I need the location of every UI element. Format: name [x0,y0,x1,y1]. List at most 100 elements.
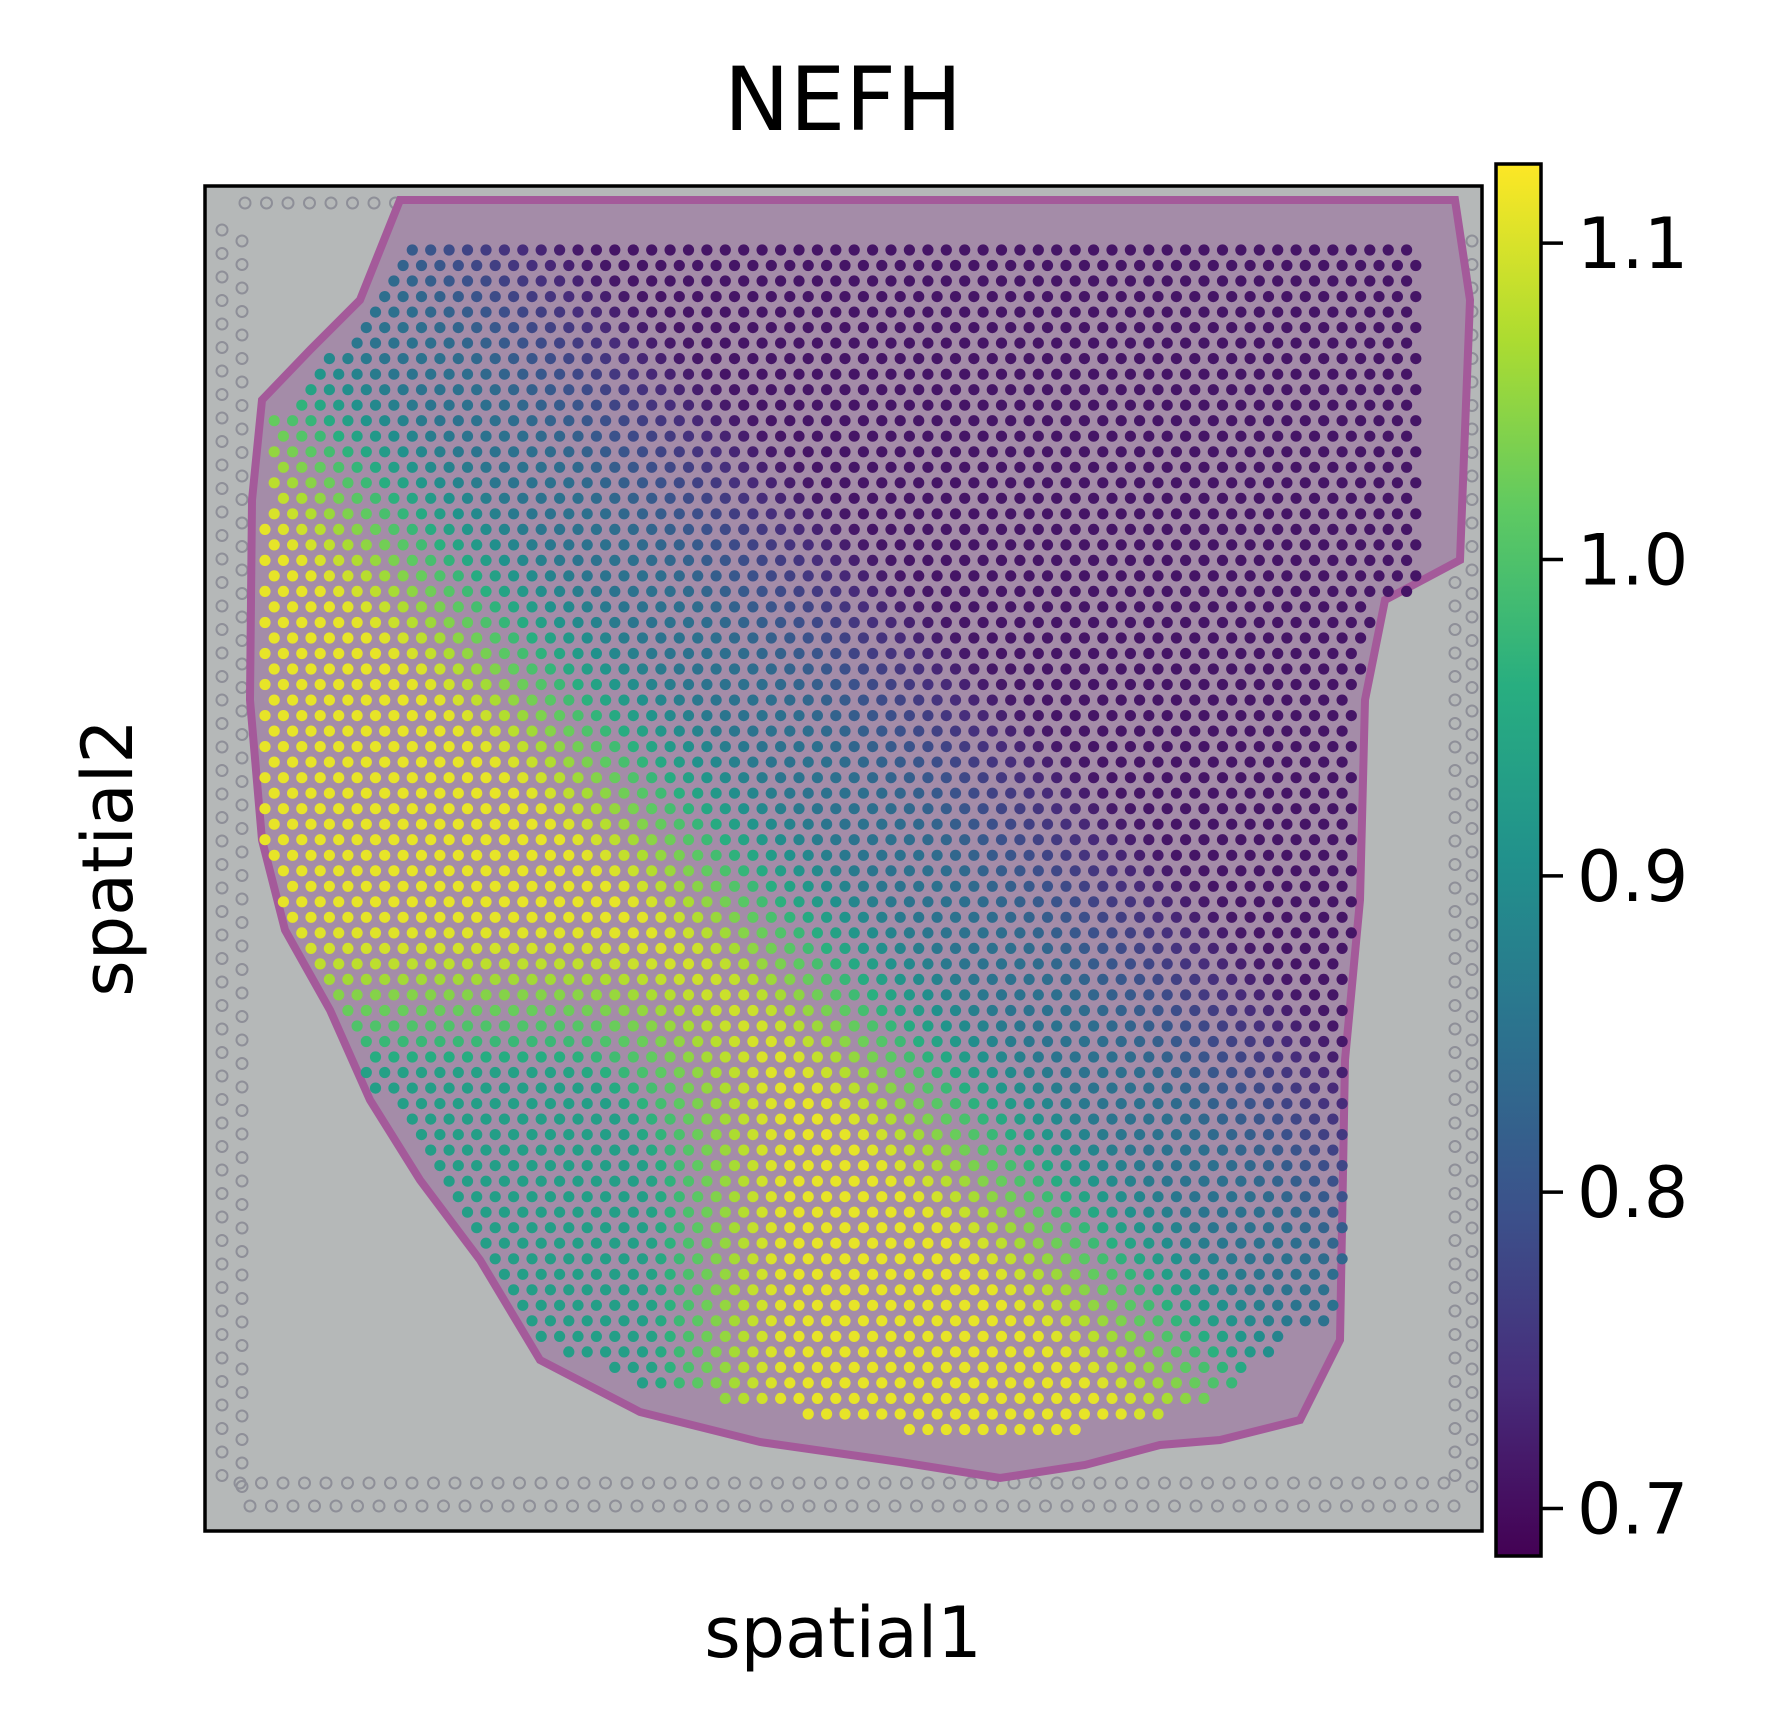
fiducial-marker [1447,1499,1461,1513]
expression-spot [305,508,317,520]
expression-spot [793,896,805,908]
expression-spot [1097,942,1109,955]
expression-spot [600,446,612,458]
expression-spot [1078,1098,1090,1110]
expression-spot [1336,694,1348,706]
expression-spot [646,678,658,691]
expression-spot [876,1129,888,1141]
expression-spot [1106,834,1118,846]
expression-spot [664,306,676,318]
fiducial-marker [235,234,249,248]
expression-spot [1207,384,1219,396]
expression-spot [609,678,621,691]
expression-spot [1189,1346,1201,1358]
expression-spot [1051,1361,1063,1373]
expression-spot [1299,1315,1311,1327]
expression-spot [821,322,833,334]
expression-spot [747,911,759,923]
expression-spot [719,1082,731,1094]
expression-spot [1115,1222,1127,1234]
fiducial-marker [1465,892,1479,906]
expression-spot [940,647,952,660]
expression-spot [1134,1408,1146,1420]
expression-spot [535,741,547,753]
expression-spot [922,1051,934,1063]
expression-spot [1051,1299,1063,1311]
expression-spot [903,1175,916,1187]
expression-spot [664,803,676,815]
expression-spot [1272,1175,1284,1187]
expression-spot [682,834,695,846]
expression-spot [885,865,897,877]
expression-spot [489,787,501,799]
expression-spot [701,368,713,380]
expression-spot [1124,492,1136,504]
expression-spot [857,1377,870,1389]
expression-spot [1060,570,1072,582]
expression-spot [682,244,695,256]
expression-spot [480,337,492,349]
expression-spot [1032,1051,1044,1063]
expression-spot [885,1175,897,1187]
expression-spot [1216,585,1229,598]
expression-spot [1364,244,1376,256]
expression-spot [1060,477,1072,489]
expression-spot [775,1051,787,1063]
expression-spot [535,927,547,939]
expression-spot [406,647,418,660]
fiducial-marker [235,1198,249,1211]
expression-spot [1290,865,1302,877]
expression-spot [1180,1237,1192,1249]
expression-spot [1198,710,1210,722]
expression-spot [434,849,446,861]
expression-spot [1272,927,1284,939]
expression-spot [682,368,695,380]
expression-spot [627,1206,639,1218]
expression-spot [443,368,455,380]
expression-spot [1023,353,1035,365]
expression-spot [646,896,658,908]
expression-spot [517,523,529,536]
expression-spot [830,803,842,815]
fiducial-marker [1448,928,1462,942]
expression-spot [1364,492,1376,504]
expression-spot [572,523,584,536]
expression-spot [526,849,538,861]
expression-spot [425,244,437,256]
expression-spot [1097,259,1109,272]
expression-spot [949,632,962,644]
expression-spot [544,663,557,675]
expression-spot [415,756,428,768]
expression-spot [1308,368,1321,380]
expression-spot [793,1268,805,1280]
expression-spot [1226,880,1238,892]
expression-spot [885,741,897,753]
expression-spot [821,1004,833,1017]
expression-spot [1253,275,1265,287]
expression-spot [1088,803,1100,815]
expression-spot [1216,461,1229,473]
expression-spot [756,1051,768,1063]
expression-spot [461,461,474,473]
expression-spot [1106,772,1118,784]
expression-spot [775,399,787,411]
expression-spot [1244,1222,1256,1234]
expression-spot [995,1020,1008,1032]
expression-spot [968,818,980,830]
expression-spot [701,1020,713,1032]
expression-spot [977,1113,989,1125]
expression-spot [1253,741,1265,753]
expression-spot [1152,1222,1164,1234]
fiducial-marker [1244,1476,1257,1490]
expression-spot [655,973,667,986]
expression-spot [1336,632,1348,644]
fiducial-marker [1448,1445,1462,1459]
expression-spot [719,1051,731,1063]
expression-spot [903,1020,916,1032]
expression-spot [517,1020,529,1032]
expression-spot [959,306,971,318]
expression-spot [655,570,667,582]
expression-spot [1106,741,1118,753]
expression-spot [609,492,621,504]
expression-spot [959,1082,971,1094]
